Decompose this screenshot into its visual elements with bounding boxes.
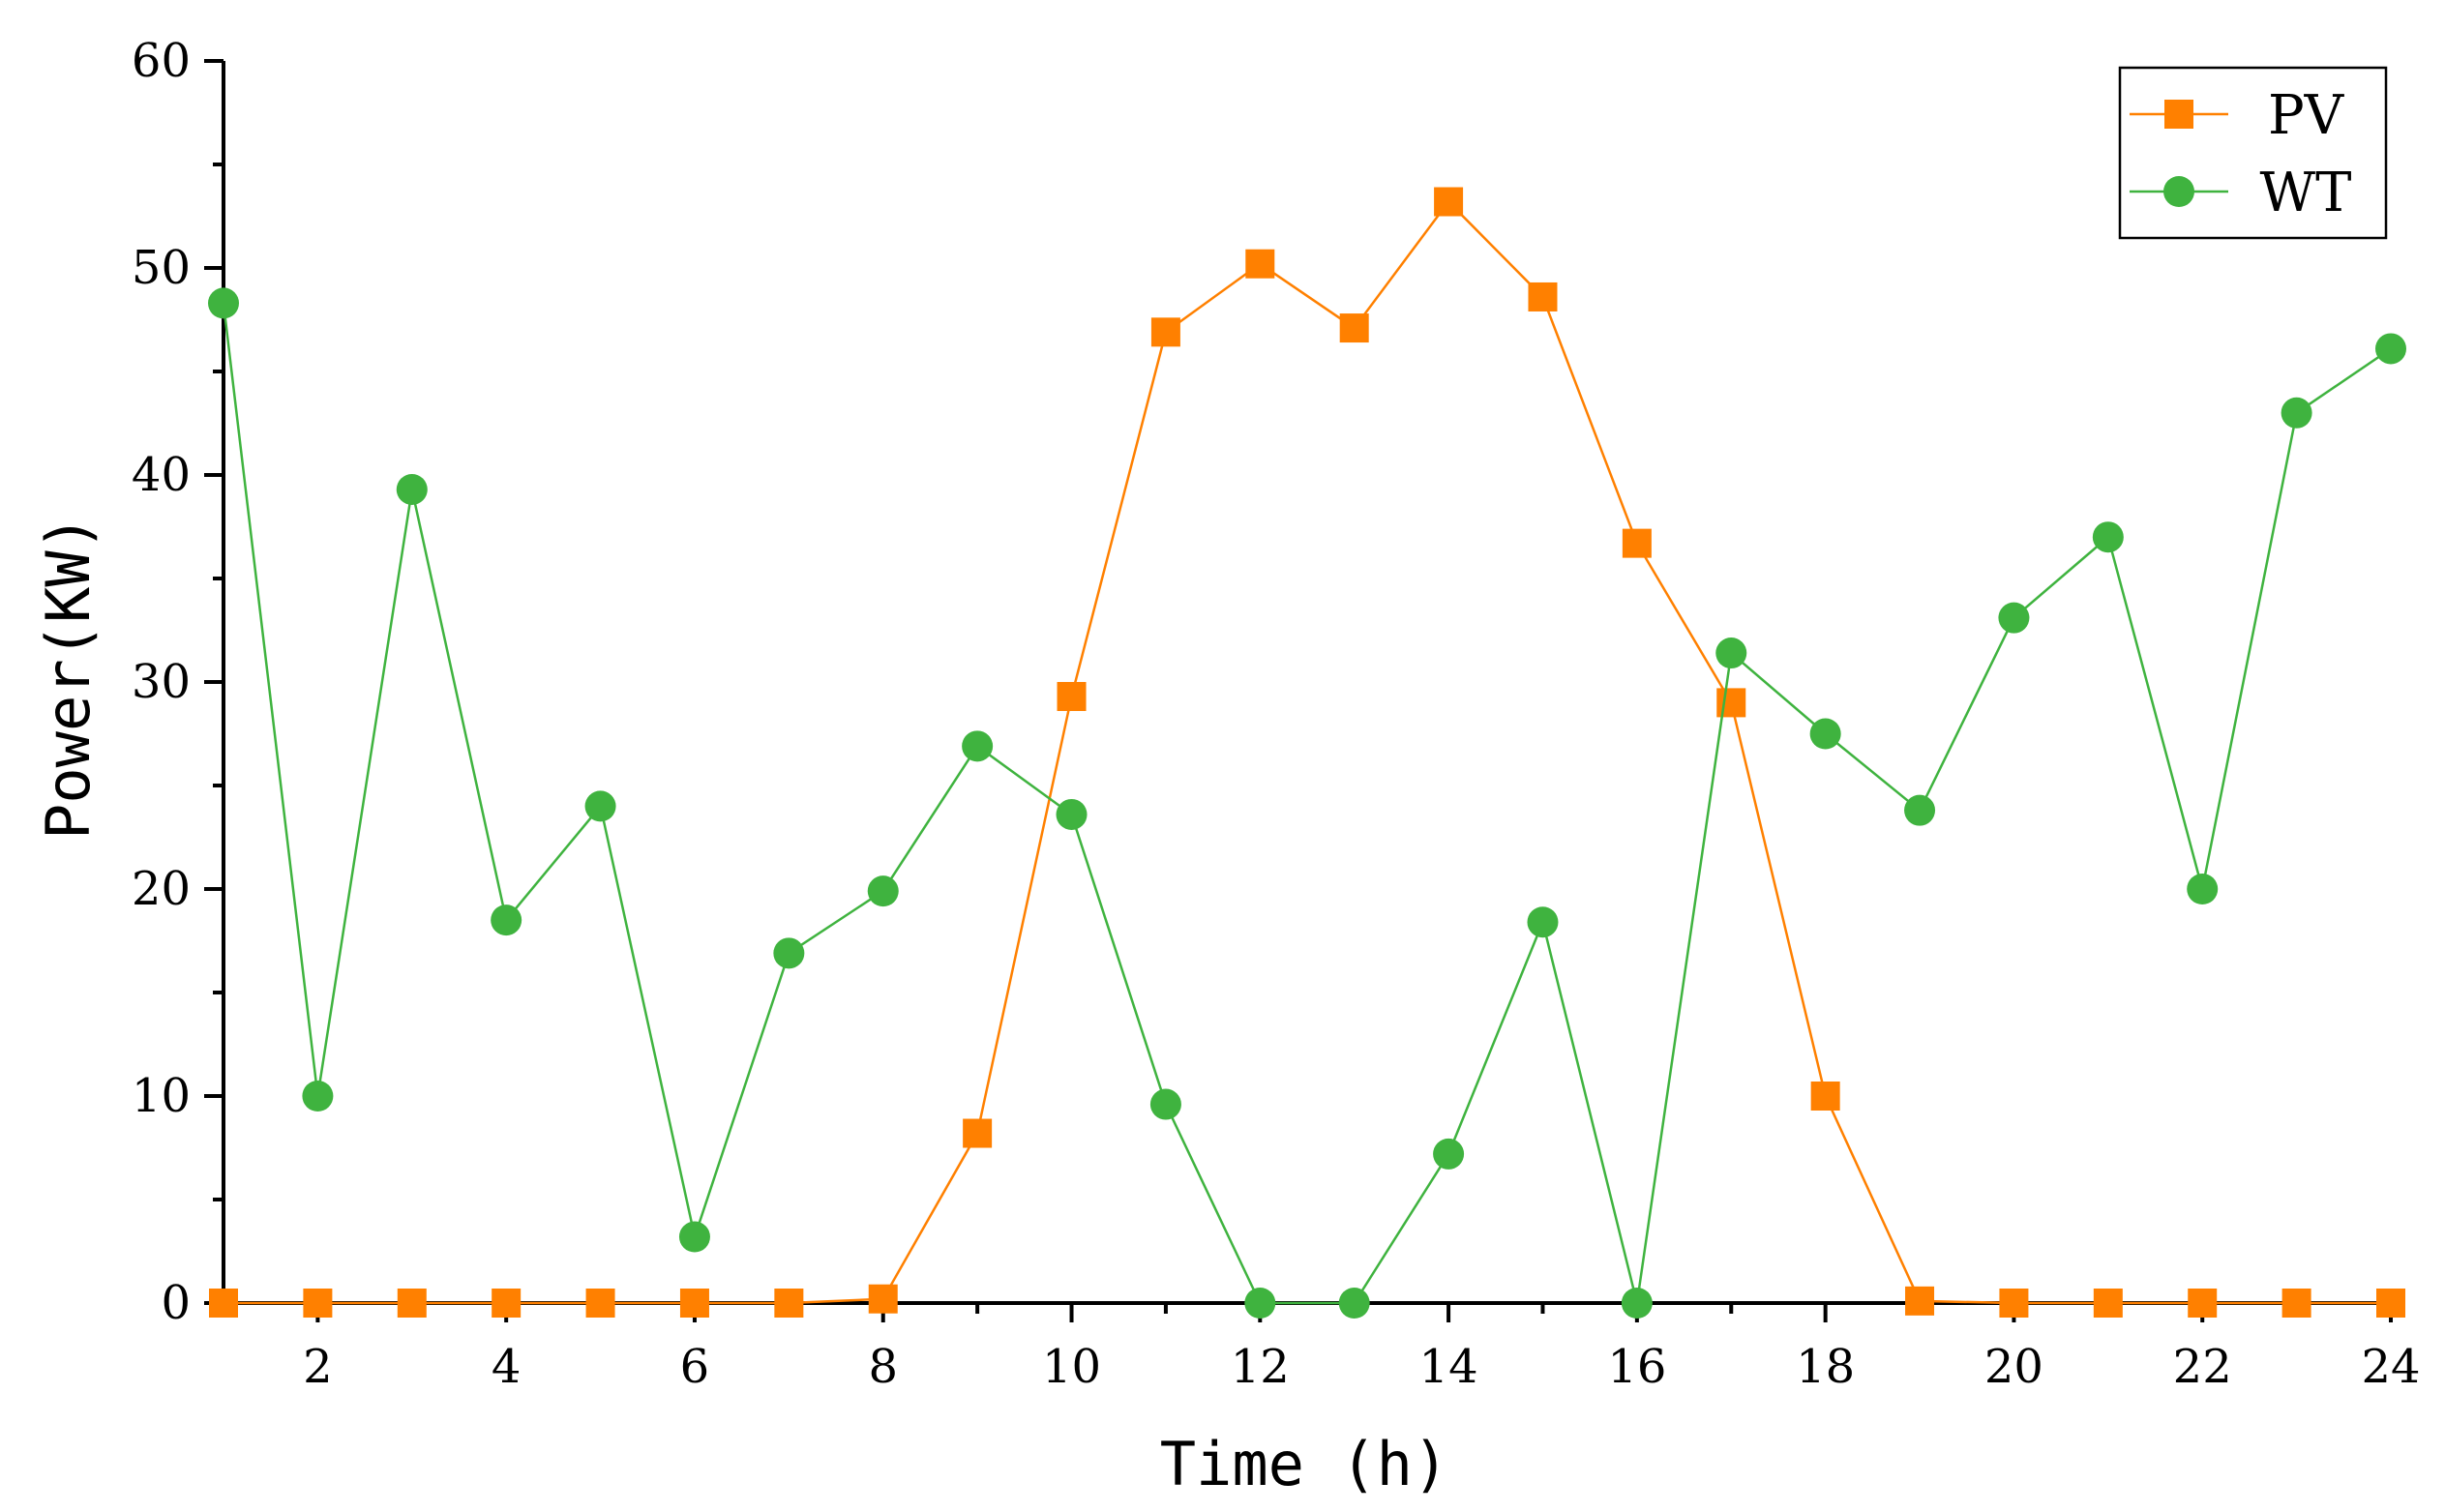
pv-point	[1150, 317, 1180, 347]
pv-point	[679, 1289, 709, 1318]
pv-point	[1339, 313, 1369, 343]
wt-point	[1338, 1288, 1370, 1319]
wt-point	[1056, 798, 1088, 830]
x-tick-label: 18	[1796, 1340, 1855, 1394]
wt-point	[584, 790, 616, 822]
legend-label-pv: PV	[2268, 84, 2345, 147]
wt-point	[678, 1221, 710, 1253]
x-tick-label: 4	[492, 1340, 522, 1394]
pv-point	[1245, 249, 1275, 279]
pv-point	[397, 1289, 427, 1318]
y-tick-label: 10	[132, 1069, 191, 1123]
wt-point	[1433, 1138, 1465, 1170]
pv-point	[2281, 1289, 2311, 1318]
wt-point	[962, 730, 994, 762]
pv-point	[585, 1289, 615, 1318]
wt-point	[208, 287, 239, 319]
wt-point	[1809, 718, 1841, 750]
pv-point	[868, 1284, 898, 1314]
legend-marker-wt	[2163, 176, 2194, 207]
pv-point	[1528, 282, 1558, 311]
x-tick-label: 24	[2361, 1340, 2420, 1394]
y-tick-label: 30	[132, 655, 191, 709]
x-tick-label: 8	[868, 1340, 898, 1394]
x-tick-label: 14	[1419, 1340, 1478, 1394]
x-tick-label: 10	[1042, 1340, 1101, 1394]
wt-point	[1715, 637, 1747, 669]
x-axis-title: Time (h)	[1160, 1429, 1449, 1499]
wt-point	[302, 1081, 334, 1112]
pv-point	[303, 1289, 333, 1318]
y-tick-label: 60	[132, 34, 191, 88]
pv-line	[224, 199, 2391, 1305]
wt-point	[2092, 521, 2124, 553]
series-layer	[208, 187, 2406, 1319]
wt-point	[2375, 333, 2406, 365]
series-pv	[209, 187, 2405, 1318]
wt-point	[2187, 874, 2219, 904]
wt-point	[1149, 1088, 1181, 1120]
legend: PV WT	[2118, 66, 2388, 240]
wt-point	[1244, 1288, 1276, 1319]
pv-point	[2188, 1289, 2218, 1318]
pv-point	[1622, 528, 1652, 558]
pv-point	[2093, 1289, 2123, 1318]
series-wt	[208, 287, 2406, 1319]
wt-point	[2281, 397, 2312, 429]
wt-point	[1904, 794, 1936, 826]
pv-point	[963, 1118, 993, 1148]
pv-point	[209, 1289, 238, 1318]
legend-box	[2118, 66, 2388, 240]
pv-point	[1716, 688, 1746, 718]
wt-point	[773, 937, 805, 969]
y-tick-label: 40	[132, 448, 191, 502]
pv-point	[2376, 1289, 2405, 1318]
wt-point	[396, 473, 428, 505]
pv-point	[1434, 187, 1464, 217]
y-tick-label: 20	[132, 862, 191, 916]
x-tick-label: 22	[2173, 1340, 2232, 1394]
wt-point	[1621, 1288, 1653, 1319]
y-axis-title: Power(KW)	[33, 515, 104, 840]
pv-point	[1810, 1082, 1840, 1111]
wt-point	[1527, 906, 1559, 938]
wt-point	[867, 875, 899, 907]
y-tick-label: 0	[161, 1276, 191, 1330]
pv-point	[1905, 1286, 1935, 1316]
x-tick-label: 16	[1607, 1340, 1666, 1394]
wt-line	[222, 303, 2392, 1305]
x-tick-label: 20	[1984, 1340, 2043, 1394]
x-tick-label: 2	[303, 1340, 333, 1394]
wt-point	[491, 904, 522, 936]
x-tick-label: 6	[680, 1340, 710, 1394]
x-tick-label: 12	[1231, 1340, 1290, 1394]
wt-point	[1998, 602, 2030, 634]
legend-label-wt: WT	[2260, 162, 2352, 224]
pv-point	[492, 1289, 522, 1318]
pv-point	[1057, 681, 1087, 711]
legend-marker-pv	[2164, 100, 2193, 129]
pv-point	[1999, 1289, 2029, 1318]
y-tick-label: 50	[132, 241, 191, 295]
pv-point	[774, 1289, 804, 1318]
